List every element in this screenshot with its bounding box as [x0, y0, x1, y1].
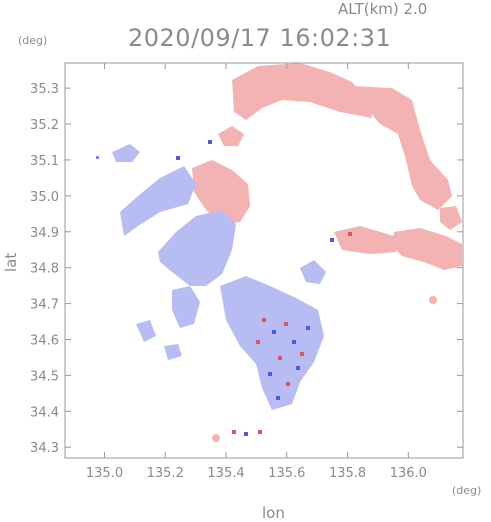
echo-west-band	[120, 166, 196, 236]
x-tick-label: 135.6	[268, 466, 305, 481]
approaching-echoes	[112, 144, 326, 410]
y-tick-label: 34.3	[30, 441, 59, 456]
receding-echoes	[192, 63, 462, 442]
echo-nw-small	[112, 144, 140, 162]
y-tick-label: 34.5	[30, 369, 59, 384]
echo-dot-3	[212, 434, 220, 442]
echo-right-edge	[440, 206, 462, 230]
echo-dot-2	[416, 140, 424, 148]
y-tick-label: 34.9	[30, 226, 59, 241]
echo-ne-band	[352, 86, 452, 210]
echo-west-large	[158, 210, 236, 286]
y-tick-label: 35.2	[30, 118, 59, 133]
x-axis-unit: (deg)	[452, 484, 482, 497]
y-tick-label: 34.8	[30, 262, 59, 277]
x-tick-label: 135.4	[207, 466, 244, 481]
y-tick-label: 35.1	[30, 154, 59, 169]
echo-west-blob	[172, 286, 200, 328]
echo-w-small-2	[164, 344, 182, 360]
plot-axes: 135.0 135.2 135.4 135.6 135.8 136.0 34.3 34.4 34…	[30, 62, 464, 481]
radar-echo-layer	[96, 63, 462, 442]
altitude-label: ALT(km) 2.0	[338, 0, 428, 18]
timestamp-title: 2020/09/17 16:02:31	[128, 24, 392, 52]
y-tick-label: 34.6	[30, 334, 59, 349]
y-tick-label: 34.4	[30, 405, 59, 420]
echo-ne-top	[232, 63, 372, 120]
y-tick-label: 34.7	[30, 298, 59, 313]
x-tick-label: 135.8	[329, 466, 366, 481]
echo-ne-gap	[300, 260, 326, 284]
mixed-velocity-pixels	[96, 140, 352, 436]
x-tick-label: 136.0	[390, 466, 427, 481]
echo-east-strip	[334, 226, 396, 254]
y-tick-label: 35.3	[30, 82, 59, 97]
echo-west-arm	[218, 126, 244, 146]
echo-w-small-1	[136, 320, 156, 342]
echo-south-center	[220, 276, 324, 410]
x-axis-label: lon	[262, 504, 285, 522]
echo-dot-1	[429, 296, 437, 304]
echo-center-north	[192, 160, 250, 224]
x-tick-label: 135.2	[147, 466, 184, 481]
x-tick-label: 135.0	[86, 466, 123, 481]
y-tick-label: 35.0	[30, 190, 59, 205]
plot-frame	[64, 62, 464, 459]
echo-east-band	[392, 228, 462, 270]
y-axis-unit: (deg)	[18, 34, 48, 47]
